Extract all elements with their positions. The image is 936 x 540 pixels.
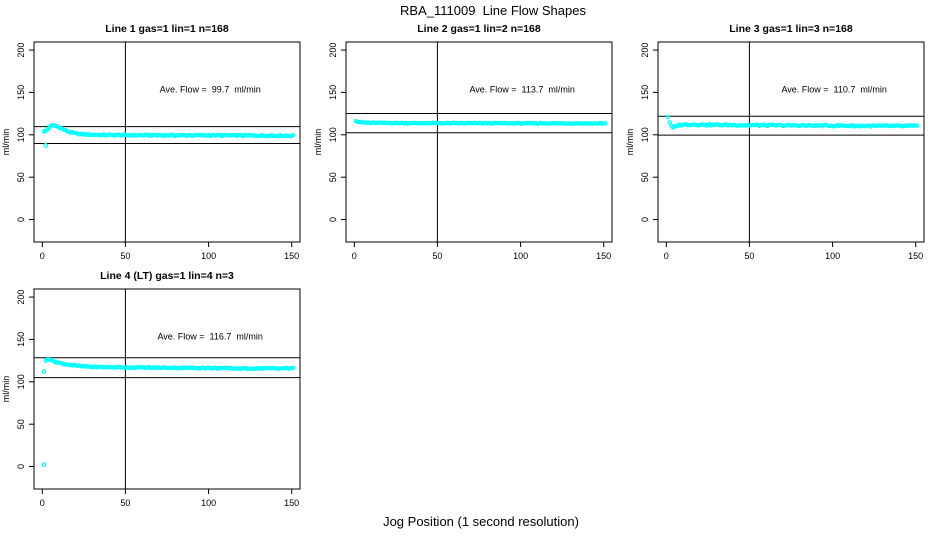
y-tick-label: 100 — [640, 127, 650, 142]
x-axis: 0 50 100 150 — [664, 242, 923, 261]
panel-title: Line 2 gas=1 lin=2 n=168 — [417, 23, 541, 35]
y-axis: 0 50 100 150 200 — [640, 43, 658, 222]
y-tick-label: 200 — [16, 43, 26, 58]
x-tick-label: 50 — [744, 251, 754, 261]
y-tick-label: 150 — [640, 85, 650, 100]
panel-line-1: Line 1 gas=1 lin=1 n=168 0 50 100 150 0 50 100… — [0, 22, 312, 269]
x-tick-label: 100 — [825, 251, 840, 261]
ave-flow-annotation: Ave. Flow = 116.7 ml/min — [157, 331, 262, 341]
reference-lines — [658, 42, 924, 242]
panel-line-3: Line 3 gas=1 lin=3 n=168 0 50 100 150 0 50 100… — [624, 22, 936, 269]
y-tick-label: 50 — [328, 172, 338, 182]
panel-plot: 0 50 100 150 0 50 100 150 200 ml/min Ave. Flow = 1… — [313, 41, 613, 261]
reference-lines — [346, 42, 612, 242]
y-tick-label: 100 — [16, 374, 26, 389]
reference-lines — [34, 289, 300, 489]
y-axis: 0 50 100 150 200 — [16, 290, 34, 469]
x-tick-label: 150 — [284, 498, 299, 508]
data-points — [41, 357, 296, 468]
y-tick-label: 200 — [16, 290, 26, 305]
x-tick-label: 150 — [284, 251, 299, 261]
plot-box — [33, 41, 301, 243]
panel-plot: 0 50 100 150 0 50 100 150 200 ml/min Ave. Flow = 9… — [1, 41, 301, 261]
data-points — [353, 118, 608, 127]
y-tick-label: 200 — [328, 43, 338, 58]
x-tick-label: 150 — [908, 251, 923, 261]
y-axis: 0 50 100 150 200 — [328, 43, 346, 222]
x-axis: 0 50 100 150 — [40, 242, 299, 261]
y-axis-title: ml/min — [625, 129, 635, 156]
panel-line-4: Line 4 (LT) gas=1 lin=4 n=3 0 50 100 150 0 50… — [0, 269, 312, 516]
x-axis-label: Jog Position (1 second resolution) — [383, 514, 579, 529]
x-tick-label: 100 — [201, 498, 216, 508]
x-tick-label: 50 — [120, 498, 130, 508]
x-axis: 0 50 100 150 — [352, 242, 611, 261]
figure-title: RBA_111009 Line Flow Shapes — [400, 3, 586, 18]
reference-lines — [34, 42, 300, 242]
panel-title: Line 1 gas=1 lin=1 n=168 — [105, 23, 229, 35]
plot-box — [33, 288, 301, 490]
y-tick-label: 100 — [16, 127, 26, 142]
data-points — [41, 122, 296, 148]
y-tick-label: 0 — [16, 464, 26, 469]
x-tick-label: 50 — [432, 251, 442, 261]
y-tick-label: 50 — [16, 419, 26, 429]
y-tick-label: 150 — [328, 85, 338, 100]
x-tick-label: 100 — [513, 251, 528, 261]
y-axis-title: ml/min — [1, 376, 11, 403]
x-tick-label: 150 — [596, 251, 611, 261]
panel-title: Line 3 gas=1 lin=3 n=168 — [729, 23, 853, 35]
ave-flow-annotation: Ave. Flow = 99.7 ml/min — [160, 84, 261, 94]
x-tick-label: 0 — [40, 498, 45, 508]
plot-box — [345, 41, 613, 243]
y-tick-label: 150 — [16, 332, 26, 347]
panel-title: Line 4 (LT) gas=1 lin=4 n=3 — [100, 270, 234, 282]
y-tick-label: 0 — [640, 217, 650, 222]
ave-flow-annotation: Ave. Flow = 110.7 ml/min — [781, 84, 886, 94]
y-tick-label: 50 — [16, 172, 26, 182]
y-tick-label: 0 — [328, 217, 338, 222]
panel-plot: 0 50 100 150 0 50 100 150 200 ml/min Ave. Flow = 1… — [1, 288, 301, 508]
panel-line-2: Line 2 gas=1 lin=2 n=168 0 50 100 150 0 50 100… — [312, 22, 624, 269]
x-tick-label: 50 — [120, 251, 130, 261]
y-tick-label: 150 — [16, 85, 26, 100]
x-tick-label: 0 — [40, 251, 45, 261]
x-tick-label: 0 — [664, 251, 669, 261]
y-axis-title: ml/min — [313, 129, 323, 156]
data-points — [665, 114, 920, 130]
y-tick-label: 0 — [16, 217, 26, 222]
plot-box — [657, 41, 925, 243]
x-tick-label: 0 — [352, 251, 357, 261]
y-tick-label: 200 — [640, 43, 650, 58]
y-tick-label: 100 — [328, 127, 338, 142]
x-tick-label: 100 — [201, 251, 216, 261]
x-axis: 0 50 100 150 — [40, 489, 299, 508]
panel-plot: 0 50 100 150 0 50 100 150 200 ml/min Ave. Flow = 1… — [625, 41, 925, 261]
y-tick-label: 50 — [640, 172, 650, 182]
ave-flow-annotation: Ave. Flow = 113.7 ml/min — [469, 84, 574, 94]
y-axis-title: ml/min — [1, 129, 11, 156]
y-axis: 0 50 100 150 200 — [16, 43, 34, 222]
